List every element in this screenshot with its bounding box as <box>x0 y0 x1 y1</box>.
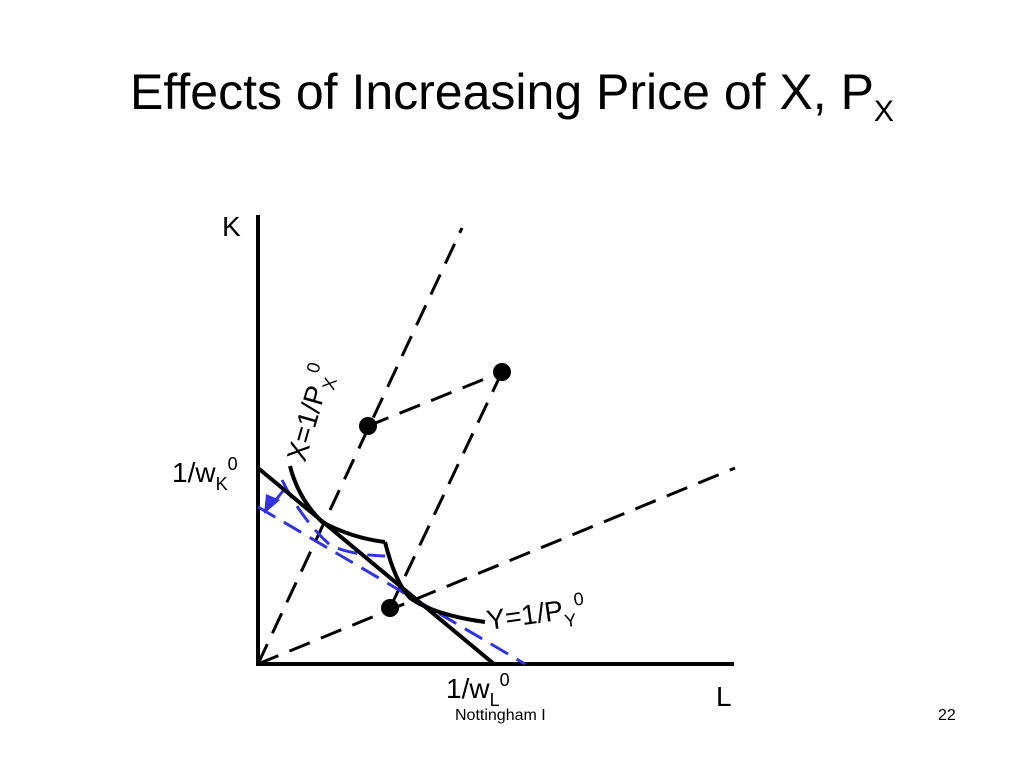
footer-text: Nottingham I <box>455 707 546 724</box>
endowment-line-right <box>388 371 504 609</box>
wl-sub: L <box>490 690 500 710</box>
wl-intercept-label: 1/wL0 <box>446 670 510 710</box>
title-text: Effects of Increasing Price of X, P <box>130 64 874 120</box>
page-number: 22 <box>938 707 956 724</box>
new-isocost-line <box>257 505 526 666</box>
y-label-sup: 0 <box>572 588 585 609</box>
x-label-base: X=1/P <box>281 382 332 465</box>
title-subscript: X <box>873 95 894 128</box>
wl-base: 1/w <box>446 673 490 704</box>
x-label-sup: 0 <box>303 360 325 375</box>
y-isoquant <box>383 541 486 624</box>
endowment-point <box>493 363 511 381</box>
endowment-line-top <box>367 370 503 428</box>
l-axis-label: L <box>716 681 732 712</box>
wk-base: 1/w <box>172 457 216 488</box>
wk-sub: K <box>216 474 228 494</box>
y-label-base: Y=1/P <box>485 595 566 636</box>
x-expansion-path <box>256 227 464 665</box>
isocost-line <box>256 466 496 666</box>
x-label-sub: X <box>319 375 342 392</box>
x-isoquant <box>288 465 386 544</box>
x-isoquant-label: X=1/PX0 <box>278 360 344 466</box>
y-expansion-path <box>257 466 736 666</box>
wk-sup: 0 <box>228 454 238 474</box>
y-label-sub: Y <box>563 610 578 631</box>
shift-arrowhead <box>264 494 280 514</box>
slide-title: Effects of Increasing Price of X, PX <box>0 62 1024 142</box>
x-factor-point <box>359 417 377 435</box>
y-factor-point <box>381 599 399 617</box>
wk-intercept-label: 1/wK0 <box>172 454 238 494</box>
y-isoquant-label: Y=1/PY0 <box>484 588 588 641</box>
k-axis-label: K <box>222 211 241 242</box>
wl-sup: 0 <box>500 670 510 690</box>
